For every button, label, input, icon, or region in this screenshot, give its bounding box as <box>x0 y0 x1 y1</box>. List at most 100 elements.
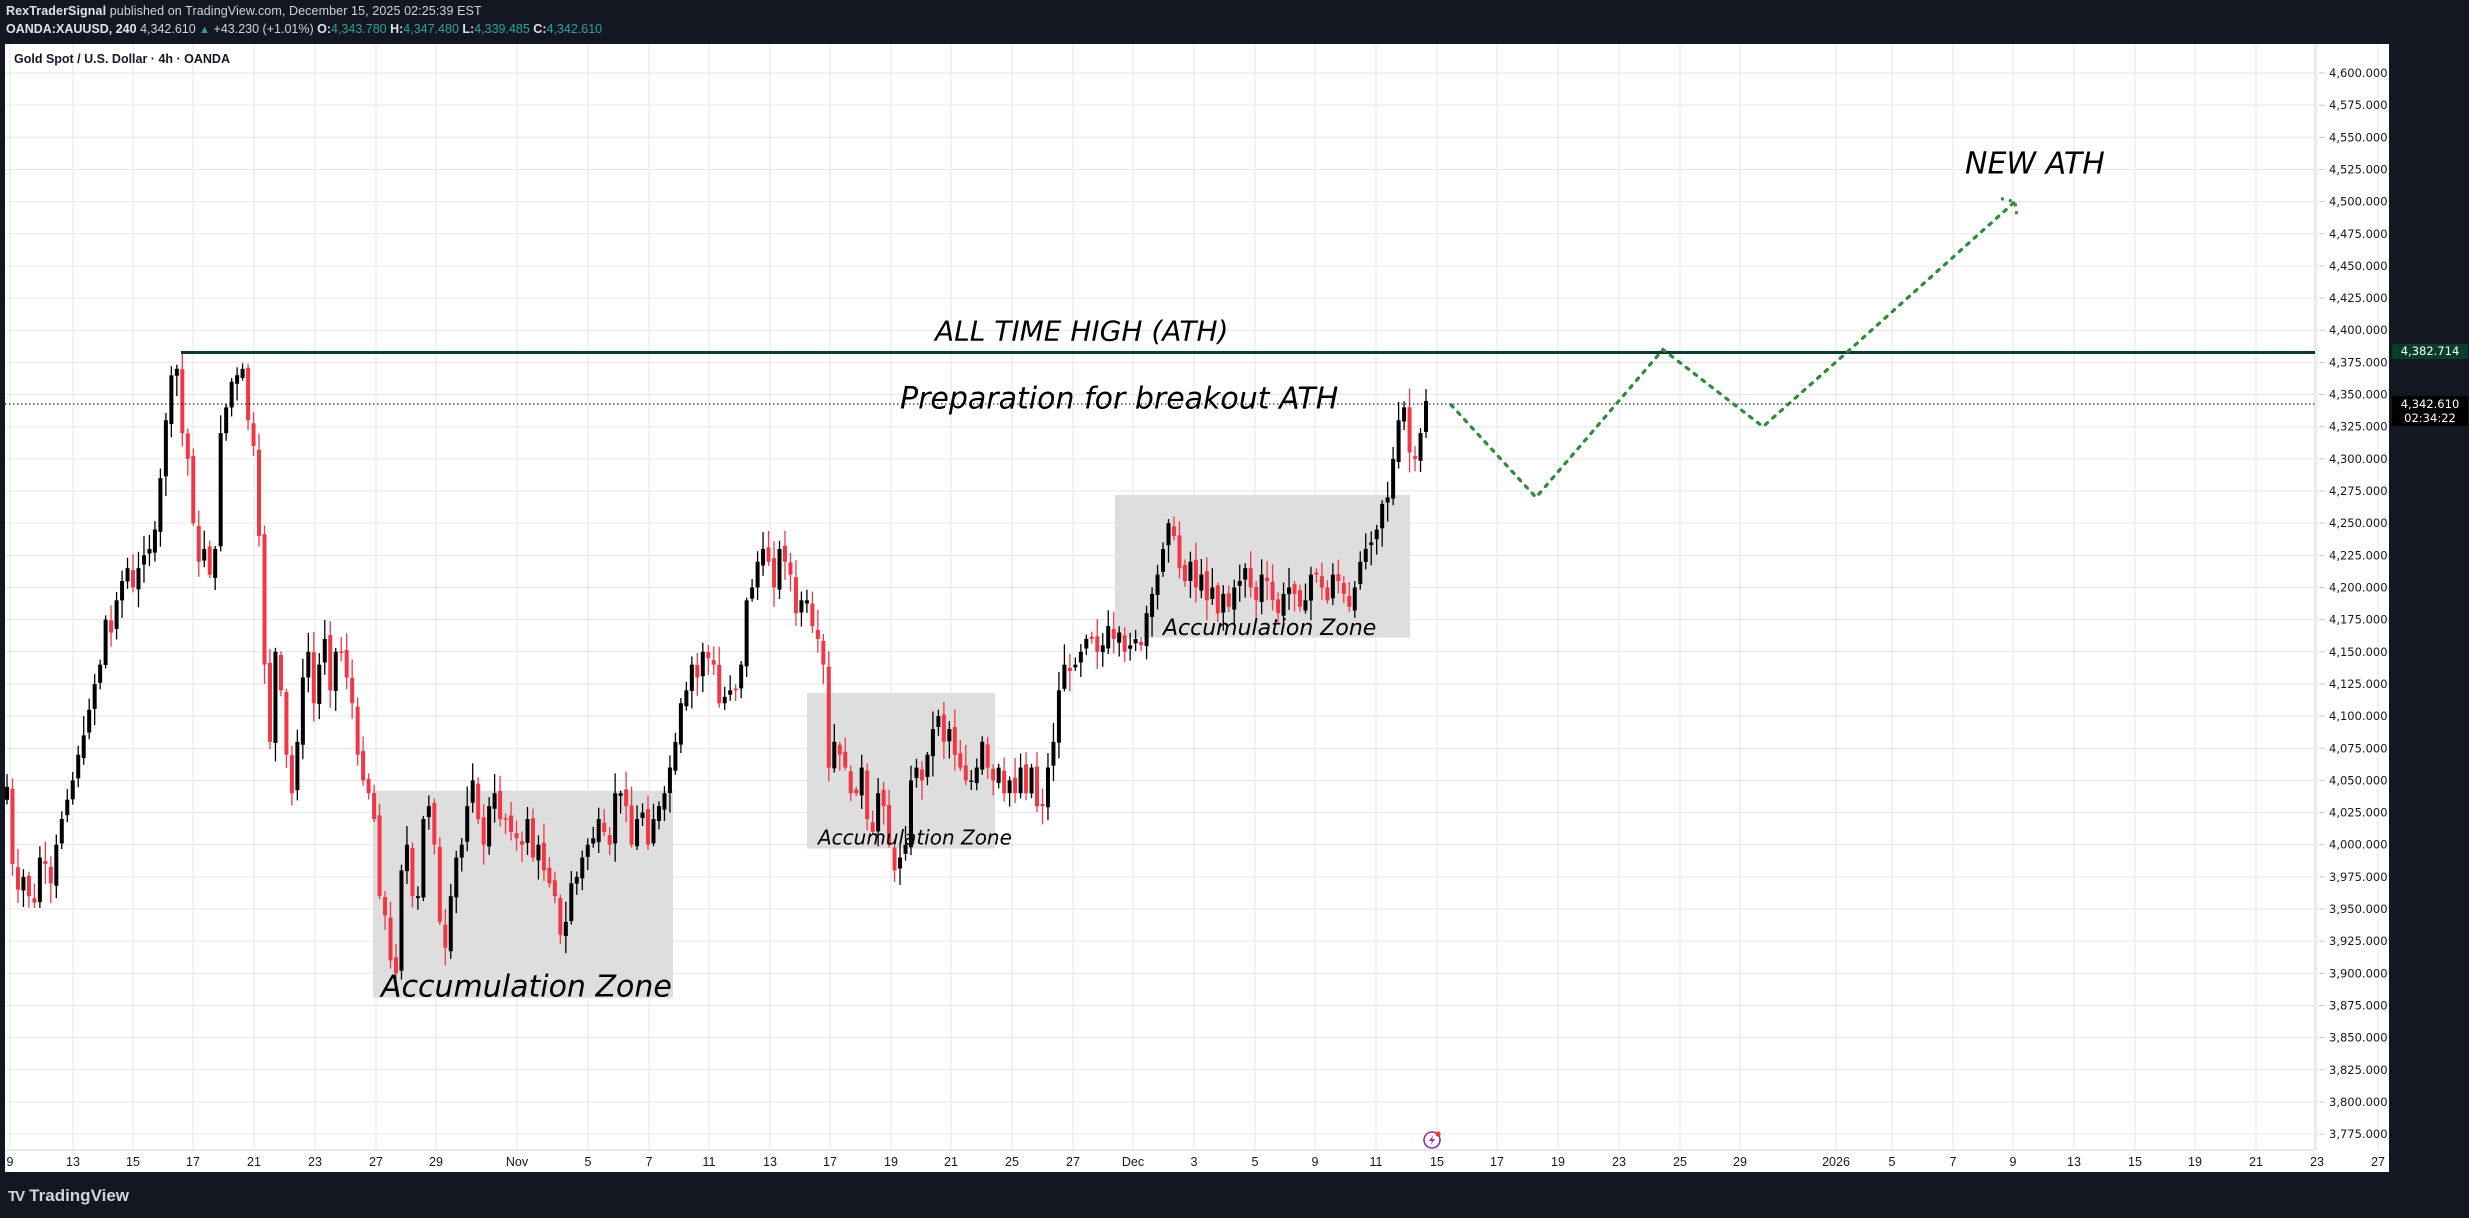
x-axis-label: 17 <box>823 1155 837 1169</box>
accumulation-zone[interactable] <box>807 692 995 849</box>
tradingview-logo[interactable]: TV TradingView <box>8 1186 129 1206</box>
y-axis-label: 4,475.000 <box>2329 227 2388 241</box>
y-axis-label: 4,300.000 <box>2329 452 2388 466</box>
x-axis-label: 19 <box>2188 1155 2202 1169</box>
y-axis-label: 4,375.000 <box>2329 355 2388 369</box>
y-axis-label: 4,150.000 <box>2329 645 2388 659</box>
close-value: 4,342.610 <box>546 22 603 36</box>
high-value: 4,347.480 <box>403 22 459 36</box>
x-axis-label: 17 <box>186 1155 200 1169</box>
x-axis-label: 27 <box>1066 1155 1080 1169</box>
price-change: +43.230 (+1.01%) <box>213 22 314 36</box>
y-axis-label: 3,850.000 <box>2329 1031 2388 1045</box>
x-axis-label: 9 <box>7 1155 14 1169</box>
x-axis-label: Dec <box>1122 1155 1144 1169</box>
close-label: C: <box>533 22 547 36</box>
symbol-line: OANDA:XAUUSD, 240 4,342.610 ▲ +43.230 (+… <box>6 22 602 36</box>
brand-name: TradingView <box>29 1186 129 1205</box>
x-axis-label: 5 <box>1252 1155 1259 1169</box>
y-axis-label: 4,575.000 <box>2329 98 2388 112</box>
y-axis-label: 4,200.000 <box>2329 580 2388 594</box>
y-axis-label: 4,025.000 <box>2329 806 2388 820</box>
current-price-value: 4,342.610 <box>2400 397 2460 412</box>
x-axis-label: 27 <box>2371 1155 2385 1169</box>
x-axis-label: 2026 <box>1822 1155 1850 1169</box>
x-axis-label: 23 <box>1612 1155 1626 1169</box>
y-axis-label: 4,500.000 <box>2329 195 2388 209</box>
x-axis-label: 13 <box>763 1155 777 1169</box>
y-axis-label: 4,000.000 <box>2329 838 2388 852</box>
projection-arrowhead-icon <box>2000 197 2019 218</box>
y-axis-label: 3,900.000 <box>2329 966 2388 980</box>
y-axis-label: 4,100.000 <box>2329 709 2388 723</box>
x-axis-label: 19 <box>884 1155 898 1169</box>
current-price-tag: 4,342.610 02:34:22 <box>2392 396 2468 427</box>
y-axis-label: 4,425.000 <box>2329 291 2388 305</box>
projection-path[interactable] <box>1449 200 2017 500</box>
y-axis-label: 4,050.000 <box>2329 773 2388 787</box>
x-axis-label: 3 <box>1191 1155 1198 1169</box>
chart-annotation[interactable]: NEW ATH <box>1965 146 2105 181</box>
y-axis-label: 4,400.000 <box>2329 323 2388 337</box>
y-axis-label: 3,800.000 <box>2329 1095 2388 1109</box>
y-axis-label: 3,775.000 <box>2329 1127 2388 1141</box>
chart-panel[interactable]: Gold Spot / U.S. Dollar · 4h · OANDA 4,6… <box>5 44 2389 1172</box>
chart-annotation[interactable]: ALL TIME HIGH (ATH) <box>933 315 1228 348</box>
y-axis-label: 4,525.000 <box>2329 162 2388 176</box>
y-axis-label: 4,350.000 <box>2329 388 2388 402</box>
chart-annotation[interactable]: Preparation for breakout ATH <box>900 382 1338 417</box>
symbol: OANDA:XAUUSD, 240 <box>6 22 137 36</box>
x-axis-label: 21 <box>247 1155 261 1169</box>
x-axis-label: 15 <box>126 1155 140 1169</box>
y-axis-label: 4,175.000 <box>2329 613 2388 627</box>
y-axis-label: 4,550.000 <box>2329 130 2388 144</box>
publish-header: RexTraderSignal published on TradingView… <box>0 0 2469 44</box>
publisher-name[interactable]: RexTraderSignal <box>6 4 107 18</box>
chart-annotation[interactable]: Accumulation Zone <box>816 826 1012 850</box>
x-axis-label: 15 <box>2128 1155 2142 1169</box>
x-axis-label: 5 <box>585 1155 592 1169</box>
last-price: 4,342.610 <box>140 22 196 36</box>
x-axis-label: 7 <box>1950 1155 1957 1169</box>
y-axis-label: 4,600.000 <box>2329 66 2388 80</box>
candles <box>5 350 1428 984</box>
x-axis-label: 21 <box>944 1155 958 1169</box>
publish-line: RexTraderSignal published on TradingView… <box>6 4 482 18</box>
y-axis-label: 3,975.000 <box>2329 870 2388 884</box>
published-text: published on TradingView.com, December 1… <box>109 4 482 18</box>
y-axis-label: 4,250.000 <box>2329 516 2388 530</box>
x-axis-label: 13 <box>2067 1155 2081 1169</box>
chart-legend: Gold Spot / U.S. Dollar · 4h · OANDA <box>14 52 230 66</box>
x-axis-label: Nov <box>506 1155 529 1169</box>
x-axis-label: 7 <box>646 1155 653 1169</box>
x-axis-label: 15 <box>1430 1155 1444 1169</box>
x-axis-label: 21 <box>2249 1155 2263 1169</box>
lightning-event-icon[interactable] <box>1423 1131 1441 1149</box>
footer: TV TradingView <box>0 1172 2469 1218</box>
open-label: O: <box>317 22 331 36</box>
open-value: 4,343.780 <box>331 22 387 36</box>
y-axis-label: 4,225.000 <box>2329 548 2388 562</box>
tradingview-logo-icon: TV <box>8 1187 25 1205</box>
bar-countdown: 02:34:22 <box>2404 411 2456 426</box>
y-axis-label: 4,325.000 <box>2329 420 2388 434</box>
x-axis-label: 25 <box>1673 1155 1687 1169</box>
x-axis-label: 19 <box>1551 1155 1565 1169</box>
low-label: L: <box>462 22 475 36</box>
x-axis-label: 11 <box>1370 1155 1383 1169</box>
y-axis-label: 4,125.000 <box>2329 677 2388 691</box>
x-axis-label: 23 <box>2310 1155 2324 1169</box>
y-axis-label: 3,925.000 <box>2329 934 2388 948</box>
x-axis-label: 9 <box>2010 1155 2017 1169</box>
chart-annotation[interactable]: Accumulation Zone <box>379 969 672 1004</box>
y-axis-label: 4,450.000 <box>2329 259 2388 273</box>
up-arrow-icon: ▲ <box>199 24 211 36</box>
low-value: 4,339.485 <box>474 22 530 36</box>
y-axis-label: 4,275.000 <box>2329 484 2388 498</box>
x-axis-label: 27 <box>369 1155 383 1169</box>
x-axis-label: 5 <box>1889 1155 1896 1169</box>
price-chart[interactable]: 4,600.000 4,575.000 4,550.000 4,525.000 4,50… <box>5 44 2389 1172</box>
y-axis-label: 4,075.000 <box>2329 741 2388 755</box>
chart-annotation[interactable]: Accumulation Zone <box>1161 616 1376 641</box>
x-axis-label: 13 <box>66 1155 80 1169</box>
